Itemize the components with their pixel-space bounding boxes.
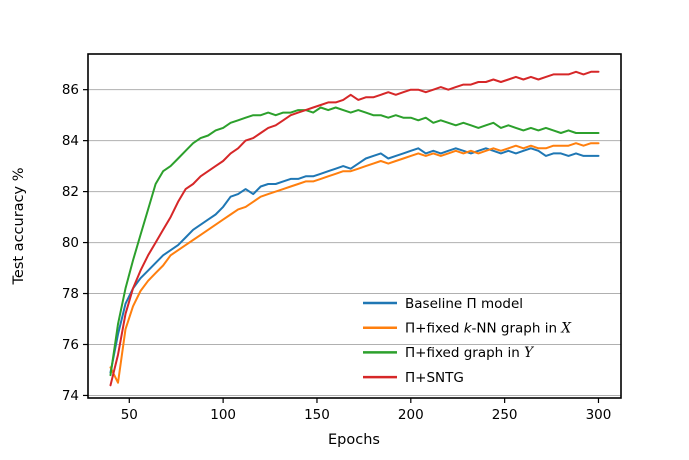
series-line-pi-sntg bbox=[109, 70, 600, 387]
series-line-pi-fixed-knn-graph-x bbox=[109, 142, 600, 384]
x-tick-label-200: 200 bbox=[398, 407, 424, 423]
x-tick-label-100: 100 bbox=[210, 407, 236, 423]
legend-label: Π+fixed k-NN graph in X bbox=[405, 321, 572, 337]
y-tick-label-82: 82 bbox=[62, 184, 79, 200]
y-tick-label-78: 78 bbox=[62, 286, 79, 302]
legend-item: Π+fixed graph in Y bbox=[363, 345, 534, 361]
y-tick-label-76: 76 bbox=[62, 337, 79, 353]
series-lines bbox=[109, 70, 600, 387]
x-tick-label-150: 150 bbox=[304, 407, 330, 423]
legend-item: Baseline Π model bbox=[363, 296, 523, 312]
x-axis-label: Epochs bbox=[328, 432, 380, 448]
series-line-pi-fixed-graph-y bbox=[109, 106, 600, 377]
y-tick-label-86: 86 bbox=[62, 82, 79, 98]
legend-item: Π+fixed k-NN graph in X bbox=[363, 321, 572, 337]
plot-border bbox=[87, 53, 622, 399]
legend: Baseline Π model Π+fixed k-NN graph in X Π… bbox=[363, 296, 572, 386]
axes-frame bbox=[87, 53, 622, 399]
y-tick-label-84: 84 bbox=[62, 133, 79, 149]
x-tick-label-50: 50 bbox=[121, 407, 138, 423]
legend-item: Π+SNTG bbox=[363, 370, 464, 386]
axis-ticks: 50 100 150 200 250 300 74 76 78 80 82 84 86 bbox=[62, 82, 612, 423]
y-axis-label: Test accuracy % bbox=[11, 168, 27, 286]
series-line-baseline-pi-model bbox=[109, 147, 600, 374]
legend-label: Baseline Π model bbox=[405, 296, 523, 312]
y-tick-label-74: 74 bbox=[62, 388, 79, 404]
legend-label: Π+SNTG bbox=[405, 370, 464, 386]
legend-label: Π+fixed graph in Y bbox=[405, 345, 534, 361]
x-tick-label-300: 300 bbox=[586, 407, 612, 423]
x-tick-label-250: 250 bbox=[492, 407, 518, 423]
gridlines bbox=[88, 89, 621, 396]
y-tick-label-80: 80 bbox=[62, 235, 79, 251]
